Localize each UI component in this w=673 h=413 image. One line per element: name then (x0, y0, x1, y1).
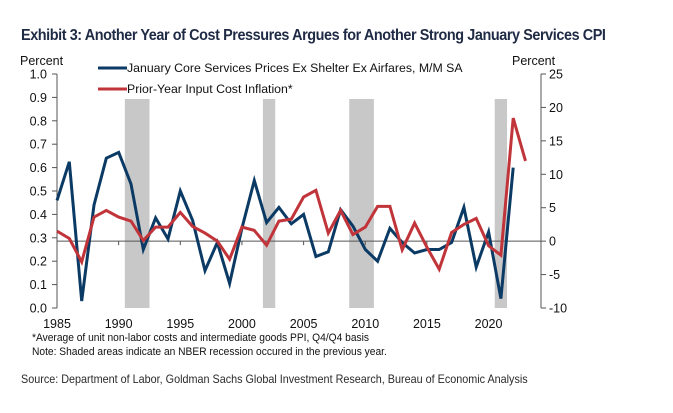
right-axis-tick-label: 25 (549, 68, 563, 82)
right-axis-tick-label: 15 (549, 134, 563, 148)
chart-title: Exhibit 3: Another Year of Cost Pressure… (21, 27, 606, 44)
right-axis-tick-label: 5 (549, 201, 556, 215)
recession-band (124, 99, 150, 308)
left-axis-tick-label: 0.8 (30, 114, 47, 128)
x-axis-tick-label: 2000 (228, 317, 256, 331)
x-axis-tick-label: 1985 (43, 317, 71, 331)
legend: January Core Services Prices Ex Shelter … (98, 61, 463, 96)
left-axis-tick-label: 0.5 (30, 185, 47, 199)
left-axis-tick-label: 0.9 (30, 91, 47, 105)
x-axis-tick-label: 2010 (351, 317, 379, 331)
x-axis-tick-label: 2005 (290, 317, 318, 331)
legend-label-input-cost: Prior-Year Input Cost Inflation* (127, 82, 293, 96)
left-axis-tick-label: 0.2 (30, 255, 47, 269)
x-axis-tick-label: 1990 (105, 317, 133, 331)
legend-label-core-services: January Core Services Prices Ex Shelter … (127, 61, 463, 75)
recession-band (349, 99, 374, 308)
left-axis-tick-label: 0.4 (30, 208, 47, 222)
right-axis-tick-label: -10 (549, 302, 567, 316)
left-axis-tick-label: 0.7 (30, 138, 47, 152)
right-axis-tick-label: 0 (549, 235, 556, 249)
series-line-core-services (55, 150, 515, 302)
x-axis-tick-label: 2020 (475, 317, 503, 331)
right-axis-tick-label: 10 (549, 168, 563, 182)
right-axis-tick-label: 20 (549, 101, 563, 115)
right-axis-tick-label: -5 (549, 268, 560, 282)
x-axis-tick-label: 1995 (166, 317, 194, 331)
footnote-note: Note: Shaded areas indicate an NBER rece… (32, 346, 387, 358)
series-lines (55, 117, 527, 302)
left-axis-tick-label: 0.3 (30, 231, 47, 245)
right-axis-label: Percent (512, 54, 556, 68)
left-axis-tick-label: 0.0 (30, 302, 47, 316)
series-line-input-cost (56, 117, 527, 273)
footnote-asterisk: *Average of unit non-labor costs and int… (32, 332, 370, 344)
source-line: Source: Department of Labor, Goldman Sac… (21, 372, 528, 386)
x-axis-tick-label: 2015 (413, 317, 441, 331)
left-axis-label: Percent (20, 54, 64, 68)
recession-bands (124, 99, 508, 308)
left-axis-tick-label: 0.6 (30, 161, 47, 175)
left-axis-tick-label: 0.1 (30, 278, 47, 292)
left-axis-tick-label: 1.0 (30, 68, 47, 82)
axes: 0.0 0.1 0.2 0.3 0.4 0.5 0.6 0.7 0.8 0.9 1.0 -10 -5 0 5… (30, 68, 568, 332)
recession-band (262, 99, 276, 308)
